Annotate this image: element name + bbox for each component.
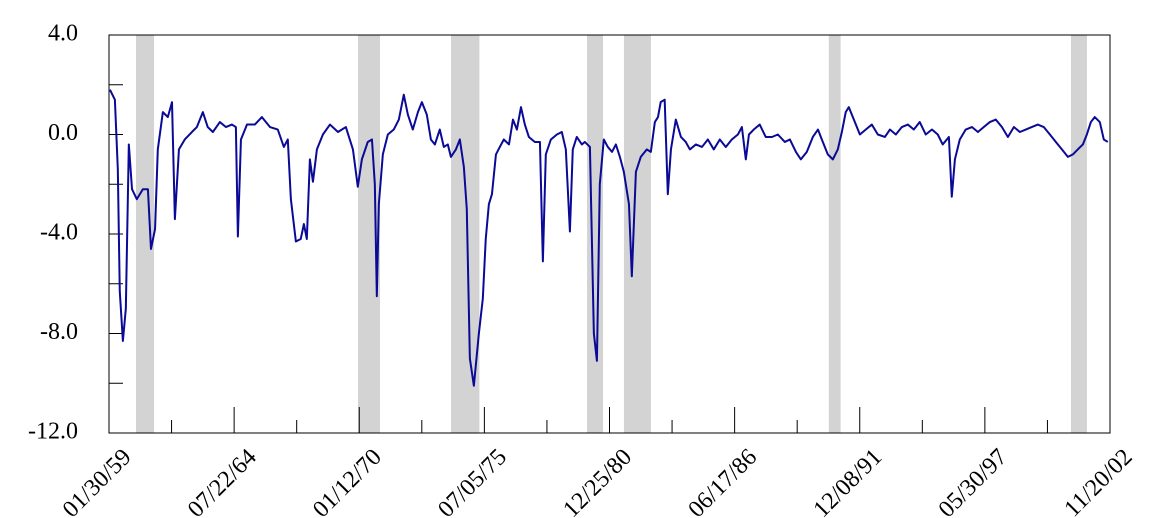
x-tick-label: 07/05/75 — [433, 444, 512, 518]
plot-frame — [108, 34, 1111, 434]
x-tick-label: 06/17/86 — [683, 444, 762, 518]
x-tick-label: 11/20/02 — [1059, 444, 1137, 518]
data-line — [109, 89, 1109, 387]
x-tick-label: 07/22/64 — [183, 444, 262, 518]
shaded-range — [357, 35, 381, 433]
y-tick-label: -4.0 — [40, 220, 78, 246]
y-tick-label: 4.0 — [48, 21, 78, 47]
x-tick-label: 01/12/70 — [308, 444, 387, 518]
x-tick-label: 12/08/91 — [809, 444, 888, 518]
x-tick-label: 01/30/59 — [58, 444, 137, 518]
shaded-range — [587, 35, 603, 433]
shaded-range — [451, 35, 480, 433]
x-tick-label: 12/25/80 — [558, 444, 637, 518]
y-tick-label: -8.0 — [40, 319, 78, 345]
y-tick-label: -12.0 — [28, 419, 78, 445]
shaded-range — [135, 35, 155, 433]
x-tick-label: 05/30/97 — [934, 444, 1013, 518]
shaded-range — [1070, 35, 1087, 433]
shaded-range — [623, 35, 651, 433]
y-tick-label: 0.0 — [48, 120, 78, 146]
shaded-range — [828, 35, 841, 433]
